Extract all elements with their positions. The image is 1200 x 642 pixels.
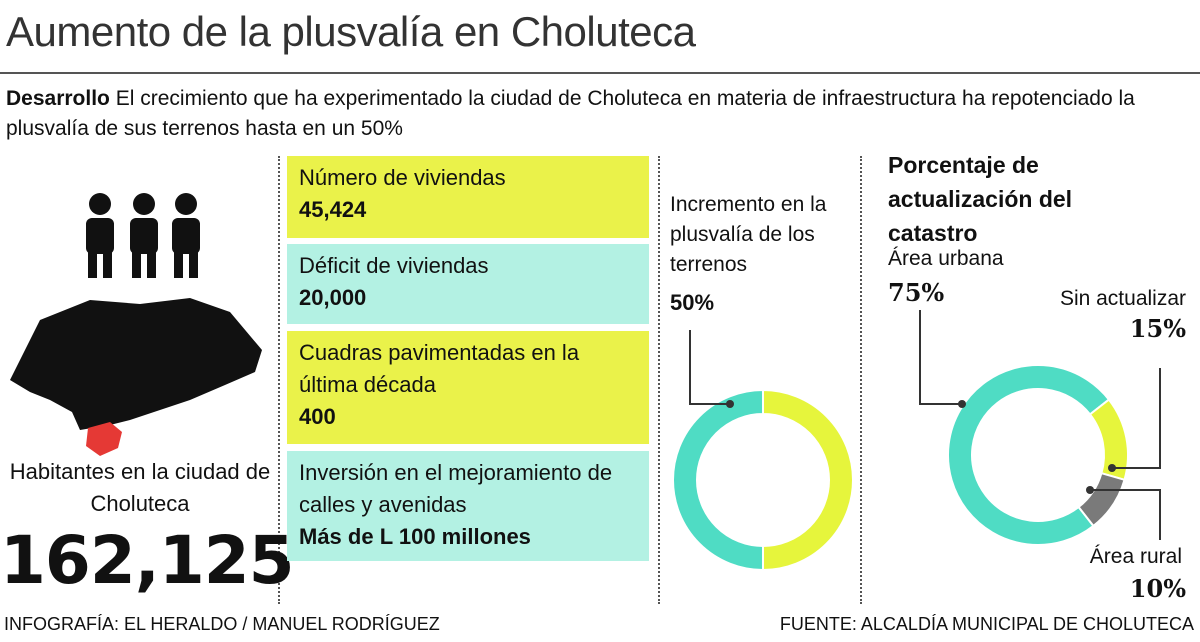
map-choluteca	[86, 422, 122, 456]
stat-box: Déficit de viviendas 20,000	[287, 244, 649, 324]
stat-label: Déficit de viviendas	[299, 253, 489, 278]
donut-segment	[672, 388, 764, 572]
chart-title: Porcentaje de actualización del catastro	[888, 152, 1073, 246]
title-rule	[0, 72, 1200, 74]
stat-box: Inversión en el mejoramiento de calles y…	[287, 451, 649, 561]
value-label: 75%	[888, 278, 945, 307]
title: Aumento de la plusvalía en Choluteca	[6, 8, 696, 55]
value-label: 50%	[670, 290, 715, 315]
map-honduras	[10, 298, 262, 430]
segment-name: Sin actualizar	[1059, 287, 1186, 310]
separator	[658, 156, 660, 604]
separator	[860, 156, 862, 604]
donut-charts	[672, 364, 1129, 572]
leader-lines	[689, 310, 1161, 540]
stat-label: Cuadras pavimentadas en la última década	[299, 340, 580, 397]
chart-title: Incremento en la plusvalía de los terren…	[670, 193, 827, 276]
intro-lead: Desarrollo	[6, 87, 110, 110]
stat-value: 20,000	[299, 285, 367, 310]
donut-segment	[947, 364, 1111, 546]
stat-label: Inversión en el mejoramiento de calles y…	[299, 460, 613, 517]
population-value: 162,125	[0, 522, 295, 599]
stat-box: Cuadras pavimentadas en la última década…	[287, 331, 649, 444]
segment-name: Área rural	[1089, 545, 1182, 568]
separator	[278, 156, 280, 604]
population-label: Habitantes en la ciudad de Choluteca	[9, 459, 271, 516]
value-label: 10%	[1129, 574, 1186, 603]
segment-name: Área urbana	[888, 247, 1004, 270]
intro: Desarrollo El crecimiento que ha experim…	[6, 84, 1196, 144]
footer-source: FUENTE: ALCALDÍA MUNICIPAL DE CHOLUTECA	[779, 614, 1194, 634]
stat-value: 400	[299, 404, 336, 429]
stat-value: 45,424	[299, 197, 367, 222]
intro-text: El crecimiento que ha experimentado la c…	[6, 87, 1135, 140]
stat-box: Número de viviendas 45,424	[287, 156, 649, 238]
stat-label: Número de viviendas	[299, 165, 506, 190]
value-label: 15%	[1129, 314, 1186, 343]
donut-segment	[1077, 471, 1126, 528]
leader-dots	[726, 400, 1116, 494]
stat-value: Más de L 100 millones	[299, 524, 531, 549]
people-icon	[86, 193, 200, 278]
footer-credit: INFOGRAFÍA: EL HERALDO / MANUEL RODRÍGUE…	[4, 614, 440, 634]
donut-segment	[762, 388, 854, 572]
